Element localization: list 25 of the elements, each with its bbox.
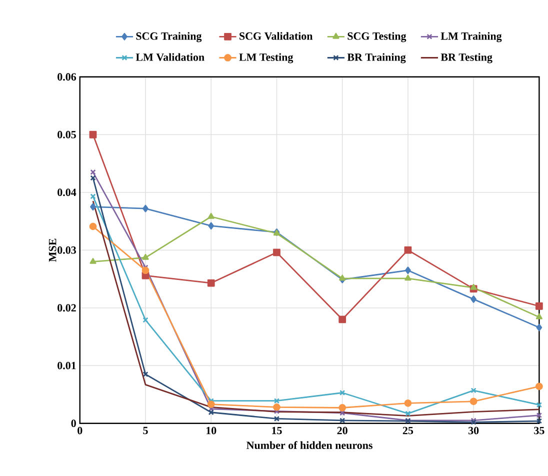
legend-label: SCG Testing bbox=[348, 32, 406, 42]
y-tick-label: 0.06 bbox=[58, 73, 76, 80]
x-tick-label: 35 bbox=[534, 426, 544, 434]
x-tick-label: 30 bbox=[468, 426, 479, 434]
y-tick-label: 0.02 bbox=[58, 304, 76, 312]
y-tick-label: 0.05 bbox=[58, 130, 76, 138]
y-tick-label: 0.04 bbox=[58, 188, 76, 196]
x-tick-label: 25 bbox=[402, 426, 414, 434]
legend-label: LM Testing bbox=[239, 53, 294, 64]
y-axis-title: MSE bbox=[48, 238, 56, 262]
legend-label: SCG Validation bbox=[240, 32, 313, 40]
x-tick-label: 10 bbox=[206, 426, 216, 434]
x-tick-label: 0 bbox=[78, 426, 82, 434]
legend-label: LM Validation bbox=[136, 53, 204, 61]
legend-label: BR Testing bbox=[440, 53, 492, 64]
y-tick-label: 0.03 bbox=[58, 246, 76, 254]
y-tick-label: 0 bbox=[71, 420, 76, 427]
legend-label: LM Training bbox=[440, 32, 502, 42]
x-axis-title: Number of hidden neurons bbox=[246, 441, 372, 449]
x-tick-label: 20 bbox=[337, 426, 348, 434]
legend-label: BR Training bbox=[347, 53, 406, 64]
x-tick-label: 15 bbox=[272, 426, 282, 434]
x-tick-label: 5 bbox=[143, 426, 148, 434]
y-tick-label: 0.01 bbox=[58, 362, 76, 370]
legend-label: SCG Training bbox=[136, 32, 202, 42]
